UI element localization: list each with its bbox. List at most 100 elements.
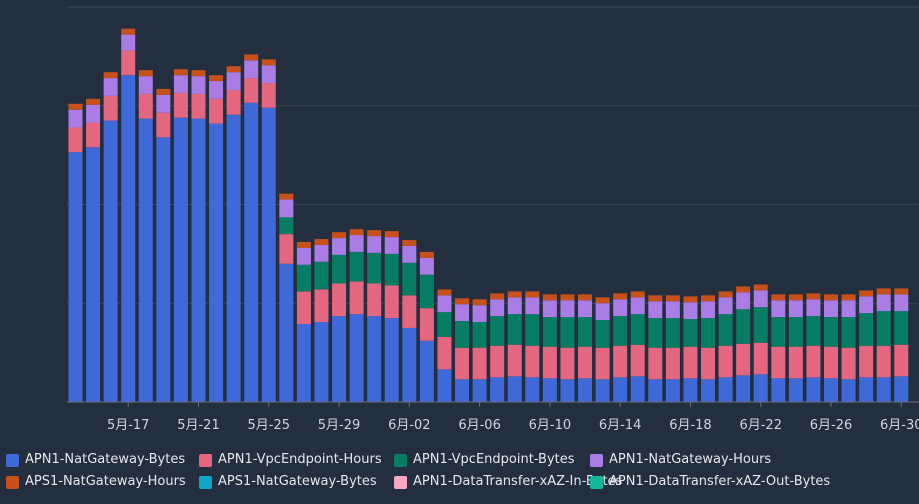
- bar-segment[interactable]: [332, 316, 347, 402]
- bar-segment[interactable]: [279, 199, 294, 218]
- bar-segment[interactable]: [648, 379, 663, 402]
- bar-segment[interactable]: [244, 102, 259, 402]
- legend-item[interactable]: APN1-VpcEndpoint-Hours: [199, 452, 394, 468]
- bar-segment[interactable]: [86, 104, 101, 123]
- bar-segment[interactable]: [876, 288, 891, 295]
- bar-segment[interactable]: [613, 377, 628, 402]
- bar-segment[interactable]: [560, 300, 575, 318]
- bar-segment[interactable]: [824, 346, 839, 379]
- bar-segment[interactable]: [771, 317, 786, 347]
- bar-segment[interactable]: [419, 274, 434, 309]
- bar-segment[interactable]: [595, 297, 610, 304]
- bar-segment[interactable]: [578, 300, 593, 318]
- bar-segment[interactable]: [542, 346, 557, 379]
- bar-segment[interactable]: [261, 65, 276, 84]
- bar-segment[interactable]: [156, 137, 171, 402]
- bar-segment[interactable]: [349, 281, 364, 315]
- bar-segment[interactable]: [507, 344, 522, 377]
- bar-segment[interactable]: [226, 114, 241, 402]
- bar-segment[interactable]: [332, 232, 347, 239]
- bar-segment[interactable]: [542, 317, 557, 347]
- bar-segment[interactable]: [788, 317, 803, 347]
- bar-segment[interactable]: [314, 261, 329, 290]
- bar-segment[interactable]: [788, 378, 803, 402]
- bar-segment[interactable]: [701, 318, 716, 348]
- bar-segment[interactable]: [138, 76, 153, 94]
- bar-segment[interactable]: [736, 292, 751, 310]
- bar-segment[interactable]: [226, 66, 241, 73]
- bar-segment[interactable]: [490, 345, 505, 378]
- bar-segment[interactable]: [859, 296, 874, 314]
- bar-segment[interactable]: [630, 344, 645, 377]
- bar-segment[interactable]: [525, 345, 540, 378]
- bar-segment[interactable]: [876, 345, 891, 378]
- bar-segment[interactable]: [665, 301, 680, 319]
- bar-segment[interactable]: [419, 308, 434, 341]
- bar-segment[interactable]: [296, 323, 311, 402]
- bar-segment[interactable]: [384, 237, 399, 254]
- bar-segment[interactable]: [173, 117, 188, 402]
- bar-segment[interactable]: [507, 291, 522, 298]
- bar-segment[interactable]: [490, 316, 505, 346]
- bar-segment[interactable]: [367, 316, 382, 402]
- bar-segment[interactable]: [349, 235, 364, 252]
- bar-segment[interactable]: [314, 239, 329, 245]
- bar-segment[interactable]: [595, 303, 610, 321]
- bar-segment[interactable]: [578, 317, 593, 347]
- bar-segment[interactable]: [542, 294, 557, 301]
- bar-segment[interactable]: [894, 376, 909, 402]
- bar-segment[interactable]: [718, 377, 733, 402]
- bar-segment[interactable]: [894, 294, 909, 312]
- bar-segment[interactable]: [683, 302, 698, 320]
- bar-segment[interactable]: [332, 238, 347, 255]
- bar-segment[interactable]: [876, 294, 891, 312]
- bar-segment[interactable]: [402, 240, 417, 246]
- bar-segment[interactable]: [279, 193, 294, 200]
- bar-segment[interactable]: [665, 318, 680, 348]
- bar-segment[interactable]: [736, 375, 751, 402]
- bar-segment[interactable]: [296, 247, 311, 265]
- bar-segment[interactable]: [525, 377, 540, 402]
- bar-segment[interactable]: [455, 298, 470, 305]
- legend-item[interactable]: APS1-NatGateway-Hours: [6, 474, 199, 490]
- bar-segment[interactable]: [296, 291, 311, 324]
- bar-segment[interactable]: [560, 379, 575, 402]
- bar-segment[interactable]: [244, 54, 259, 61]
- bar-segment[interactable]: [296, 264, 311, 292]
- bar-segment[interactable]: [261, 107, 276, 402]
- bar-segment[interactable]: [894, 288, 909, 295]
- bar-segment[interactable]: [472, 305, 487, 323]
- bar-segment[interactable]: [103, 120, 118, 402]
- bar-segment[interactable]: [86, 147, 101, 402]
- bar-segment[interactable]: [859, 313, 874, 346]
- bar-segment[interactable]: [841, 379, 856, 402]
- bar-segment[interactable]: [701, 379, 716, 402]
- bar-segment[interactable]: [753, 284, 768, 291]
- bar-segment[interactable]: [665, 347, 680, 380]
- bar-segment[interactable]: [332, 283, 347, 317]
- bar-segment[interactable]: [701, 347, 716, 380]
- legend-item[interactable]: APN1-VpcEndpoint-Bytes: [394, 452, 590, 468]
- bar-segment[interactable]: [121, 75, 136, 402]
- bar-segment[interactable]: [191, 118, 206, 402]
- bar-segment[interactable]: [138, 118, 153, 402]
- bar-segment[interactable]: [613, 299, 628, 317]
- bar-segment[interactable]: [701, 301, 716, 319]
- bar-segment[interactable]: [402, 327, 417, 402]
- bar-segment[interactable]: [314, 322, 329, 402]
- bar-segment[interactable]: [86, 122, 101, 148]
- bar-segment[interactable]: [191, 70, 206, 77]
- bar-segment[interactable]: [156, 88, 171, 95]
- bar-segment[interactable]: [173, 69, 188, 76]
- bar-segment[interactable]: [103, 78, 118, 96]
- bar-segment[interactable]: [841, 294, 856, 301]
- bar-segment[interactable]: [121, 50, 136, 76]
- bar-segment[interactable]: [841, 347, 856, 380]
- bar-segment[interactable]: [226, 89, 241, 115]
- bar-segment[interactable]: [560, 317, 575, 348]
- bar-segment[interactable]: [455, 347, 470, 380]
- bar-segment[interactable]: [630, 376, 645, 402]
- bar-segment[interactable]: [578, 294, 593, 301]
- bar-segment[interactable]: [191, 76, 206, 94]
- bar-segment[interactable]: [402, 245, 417, 263]
